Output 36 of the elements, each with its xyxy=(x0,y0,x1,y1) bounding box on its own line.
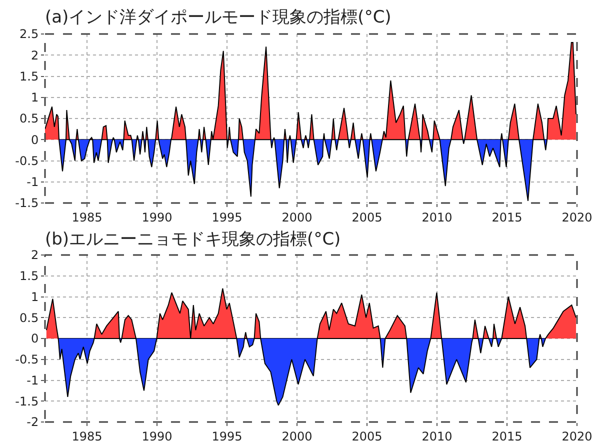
chart-title: (a)インド洋ダイポールモード現象の指標(°C) xyxy=(45,8,392,28)
x-tick-label: 2005 xyxy=(352,429,382,444)
y-tick-label: 0.5 xyxy=(20,310,39,325)
chart-title: (b)エルニーニョモドキ現象の指標(°C) xyxy=(45,230,341,250)
y-tick-label: 1.5 xyxy=(20,269,39,284)
x-tick-label: 1985 xyxy=(72,429,102,444)
x-tick-label: 2020 xyxy=(562,210,592,224)
x-tick-label: 2000 xyxy=(282,429,312,444)
y-tick-label: 0.5 xyxy=(20,112,39,126)
y-tick-label: -1.5 xyxy=(15,394,39,408)
y-tick-label: 2.5 xyxy=(20,27,39,42)
y-tick-label: -1 xyxy=(26,373,39,388)
y-tick-label: 1 xyxy=(30,290,39,304)
y-tick-label: -1 xyxy=(26,175,39,190)
y-tick-label: -0.5 xyxy=(15,154,39,168)
y-tick-label: 2 xyxy=(30,248,39,262)
y-tick-label: -1.5 xyxy=(15,196,39,210)
x-tick-label: 2010 xyxy=(422,210,452,224)
x-tick-label: 1995 xyxy=(212,429,242,444)
x-tick-label: 2000 xyxy=(282,210,312,224)
y-tick-label: 0 xyxy=(30,132,39,147)
x-tick-label: 1990 xyxy=(142,429,172,444)
y-tick-label: 1.5 xyxy=(20,69,39,84)
x-tick-label: 2015 xyxy=(492,429,522,444)
x-tick-label: 1995 xyxy=(212,210,242,224)
y-tick-label: 0 xyxy=(30,332,39,346)
x-tick-label: 1990 xyxy=(142,210,172,224)
y-tick-label: -2 xyxy=(26,415,39,430)
x-tick-label: 2010 xyxy=(422,429,452,444)
y-tick-label: -0.5 xyxy=(15,352,39,367)
y-tick-label: 1 xyxy=(30,90,39,105)
x-tick-label: 2005 xyxy=(352,210,382,224)
x-tick-label: 2015 xyxy=(492,210,522,224)
y-tick-label: 2 xyxy=(30,48,39,62)
x-tick-label: 1985 xyxy=(72,210,102,224)
x-tick-label: 2020 xyxy=(562,429,592,444)
